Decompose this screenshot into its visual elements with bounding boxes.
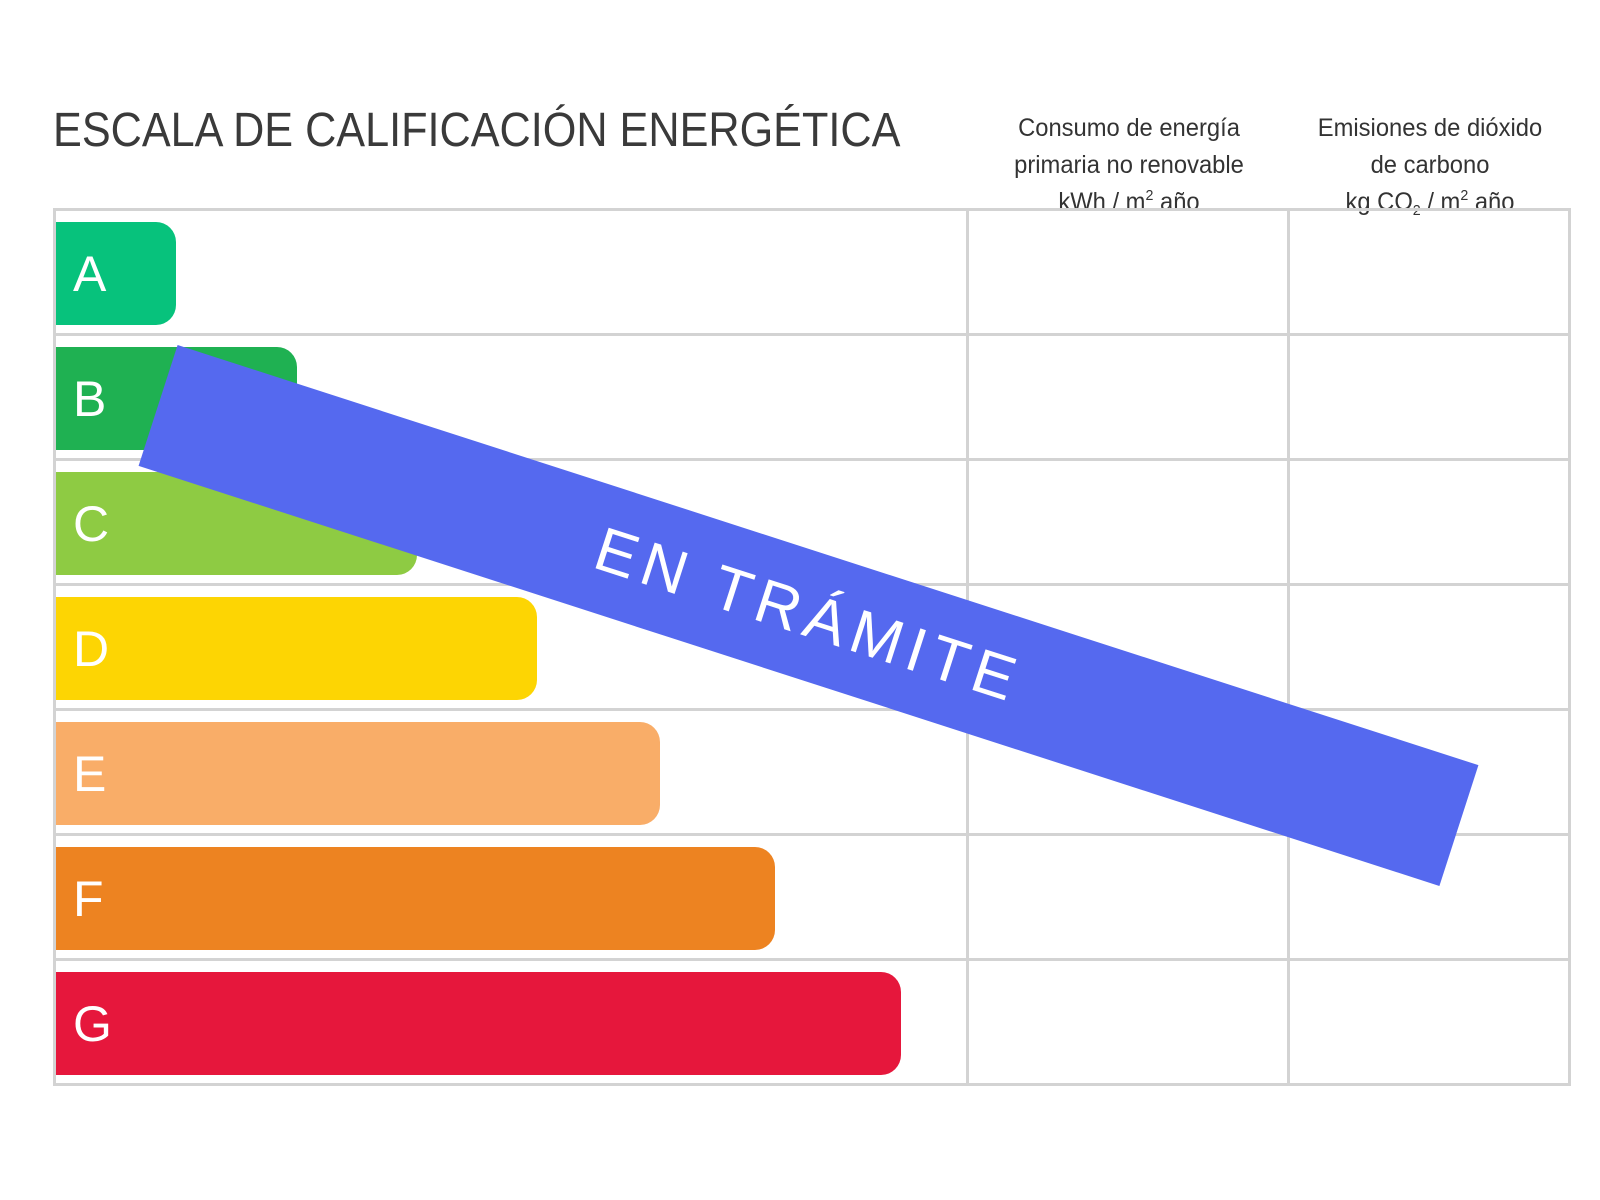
- consumo-cell-d: [969, 586, 1290, 708]
- energy-bar-g: G: [56, 972, 901, 1075]
- consumo-line2: primaria no renovable: [1014, 151, 1244, 179]
- superscript-2: 2: [1460, 187, 1469, 204]
- column-header-emisiones: Emisiones de dióxido de carbono kg CO2 /…: [1259, 110, 1600, 224]
- superscript-2: 2: [1145, 187, 1154, 204]
- energy-bar-d: D: [56, 597, 537, 700]
- consumo-cell-b: [969, 336, 1290, 458]
- emisiones-line2: de carbono: [1370, 151, 1490, 179]
- rating-row-g: G: [56, 961, 1568, 1083]
- rating-letter-b: B: [73, 370, 107, 427]
- rating-letter-a: A: [73, 245, 107, 302]
- bar-cell-g: G: [56, 961, 969, 1083]
- rating-row-a: A: [56, 211, 1568, 336]
- consumo-cell-c: [969, 461, 1290, 583]
- bar-cell-e: E: [56, 711, 969, 833]
- emisiones-cell-a: [1290, 211, 1568, 333]
- rating-table: A B C D E F G: [53, 208, 1571, 1086]
- emisiones-cell-d: [1290, 586, 1568, 708]
- consumo-cell-f: [969, 836, 1290, 958]
- rating-row-f: F: [56, 836, 1568, 961]
- emisiones-unit: kg CO2 / m2 año: [1345, 187, 1515, 219]
- column-header-consumo: Consumo de energía primaria no renovable…: [958, 110, 1300, 224]
- consumo-line1: Consumo de energía: [1018, 114, 1240, 142]
- emisiones-cell-g: [1290, 961, 1568, 1083]
- rating-letter-f: F: [73, 870, 104, 927]
- page-title: ESCALA DE CALIFICACIÓN ENERGÉTICA: [53, 104, 901, 157]
- rating-letter-d: D: [73, 620, 110, 677]
- energy-bar-f: F: [56, 847, 775, 950]
- consumo-unit: kWh / m2 año: [1058, 187, 1200, 216]
- rating-letter-g: G: [73, 995, 112, 1052]
- emisiones-cell-c: [1290, 461, 1568, 583]
- bar-cell-f: F: [56, 836, 969, 958]
- emisiones-line1: Emisiones de dióxido: [1317, 114, 1543, 142]
- emisiones-cell-b: [1290, 336, 1568, 458]
- rating-letter-e: E: [73, 745, 107, 802]
- consumo-cell-g: [969, 961, 1290, 1083]
- rating-row-e: E: [56, 711, 1568, 836]
- energy-bar-a: A: [56, 222, 176, 325]
- energy-bar-e: E: [56, 722, 660, 825]
- rating-letter-c: C: [73, 495, 110, 552]
- consumo-cell-a: [969, 211, 1290, 333]
- bar-cell-a: A: [56, 211, 969, 333]
